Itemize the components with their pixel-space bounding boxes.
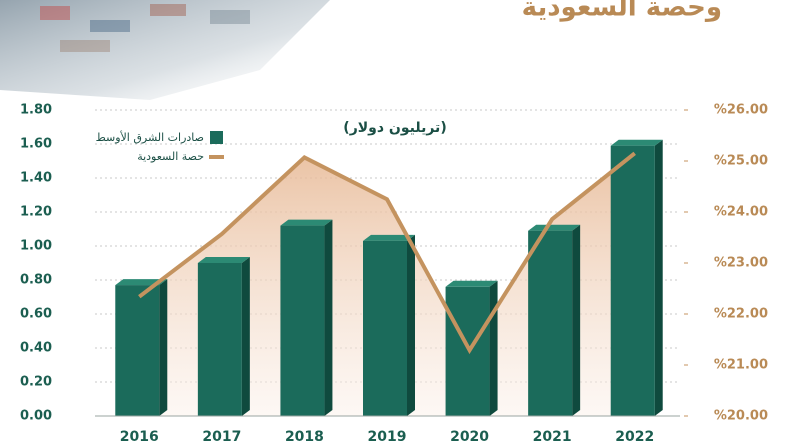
y-tick-label: 0.20 (20, 375, 52, 390)
bar-side (324, 219, 333, 416)
x-tick-label: 2017 (202, 429, 241, 445)
y2-tick-label: %22.00 (714, 307, 768, 322)
legend-label: حصة السعودية (137, 150, 204, 163)
y-tick-label: 1.80 (20, 103, 52, 118)
legend-label: صادرات الشرق الأوسط (96, 130, 204, 144)
x-tick-label: 2019 (368, 429, 407, 445)
chart-title: وحصة السعودية (522, 0, 722, 23)
y2-tick-label: %23.00 (714, 256, 768, 271)
y2-tick-label: %25.00 (714, 154, 768, 169)
y-tick-label: 0.00 (20, 409, 52, 424)
unit-label: (تريليون دولار) (343, 120, 446, 136)
y-tick-label: 0.40 (20, 341, 52, 356)
bar (115, 285, 160, 416)
header-photo (0, 0, 330, 100)
x-tick-label: 2020 (450, 429, 489, 445)
x-tick-label: 2016 (120, 429, 159, 445)
y-tick-label: 1.40 (20, 171, 52, 186)
y-tick-label: 1.20 (20, 205, 52, 220)
bar-side (489, 280, 498, 416)
bar-side (654, 139, 663, 416)
bar (528, 230, 573, 416)
bar (610, 145, 655, 416)
bar (363, 240, 407, 416)
bar (197, 263, 242, 416)
bar-top (528, 224, 581, 231)
bar-side (241, 257, 250, 416)
x-tick-label: 2021 (533, 429, 572, 445)
x-tick-label: 2018 (285, 429, 324, 445)
y2-tick-label: %26.00 (714, 103, 768, 118)
y2-tick-label: %21.00 (714, 358, 768, 373)
legend-swatch (210, 131, 223, 144)
y2-tick-label: %20.00 (714, 409, 768, 424)
bar-side (572, 224, 581, 416)
bar (280, 225, 325, 416)
y-tick-label: 1.60 (20, 137, 52, 152)
bar-side (407, 234, 415, 416)
bar-top (363, 234, 415, 241)
bar-top (445, 280, 498, 287)
y-tick-label: 0.80 (20, 273, 52, 288)
bar-top (197, 257, 250, 263)
y-tick-label: 1.00 (20, 239, 52, 254)
bar-side (159, 279, 168, 416)
bar-top (610, 139, 663, 146)
line (138, 151, 636, 355)
y2-tick-label: %24.00 (714, 205, 768, 220)
bar-top (280, 219, 333, 226)
x-tick-label: 2022 (615, 429, 654, 445)
bar (445, 286, 490, 416)
y-tick-label: 0.60 (20, 307, 52, 322)
